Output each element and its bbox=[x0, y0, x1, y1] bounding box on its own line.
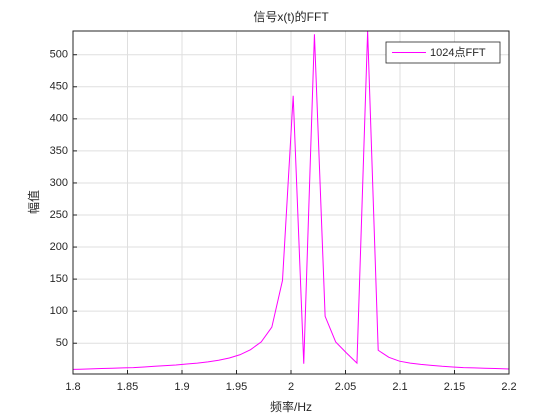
x-tick-label: 1.9 bbox=[174, 381, 189, 393]
legend-box bbox=[385, 41, 501, 64]
chart-title: 信号x(t)的FFT bbox=[253, 9, 329, 24]
y-tick-label: 450 bbox=[50, 81, 68, 93]
x-tick-label: 1.95 bbox=[226, 381, 247, 393]
x-axis-label: 频率/Hz bbox=[270, 399, 312, 414]
y-tick-label: 250 bbox=[50, 209, 68, 221]
data-line bbox=[73, 31, 509, 370]
y-tick-label: 50 bbox=[56, 337, 68, 349]
y-tick-label: 200 bbox=[50, 241, 68, 253]
y-tick-label: 100 bbox=[50, 305, 68, 317]
x-tick-label: 2.05 bbox=[335, 381, 356, 393]
y-tick-label: 350 bbox=[50, 145, 68, 157]
x-tick-label: 2.15 bbox=[444, 381, 465, 393]
x-tick-label: 1.85 bbox=[117, 381, 138, 393]
x-tick-label: 2 bbox=[288, 381, 294, 393]
x-tick-label: 2.1 bbox=[392, 381, 407, 393]
x-tick-label: 2.2 bbox=[501, 381, 516, 393]
y-axis-label: 幅值 bbox=[26, 190, 41, 214]
y-tick-label: 500 bbox=[50, 49, 68, 61]
y-tick-label: 150 bbox=[50, 273, 68, 285]
legend-label: 1024点FFT bbox=[430, 46, 486, 59]
y-tick-label: 300 bbox=[50, 177, 68, 189]
y-tick-label: 400 bbox=[50, 113, 68, 125]
x-tick-label: 1.8 bbox=[65, 381, 80, 393]
